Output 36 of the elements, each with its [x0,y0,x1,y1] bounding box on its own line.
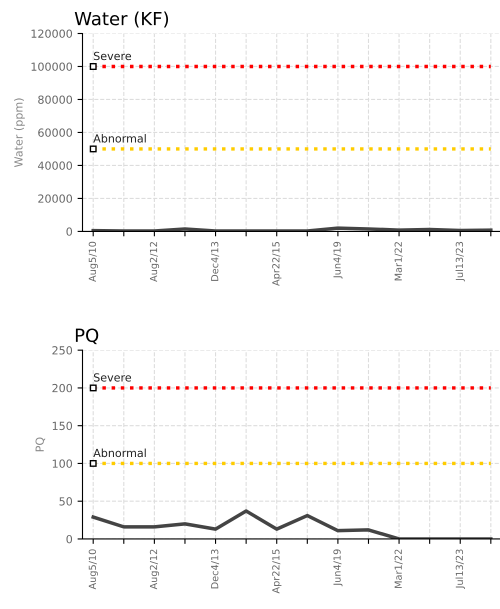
x-tick-label: Jul13/23 [456,242,465,282]
x-tick-label: Apr22/15 [272,242,282,286]
x-tick-label: Mar1/22 [394,550,403,588]
y-tick-label: 50 [59,497,72,506]
x-tick-label: Jun4/19 [333,242,343,279]
chart-title: PQ [76,328,98,344]
y-tick-label: 100 [52,459,72,468]
y-tick-label: 100000 [32,62,72,71]
y-tick-label: 120000 [32,29,72,38]
x-tick-label: Aug2/12 [150,550,160,590]
y-tick-label: 60000 [38,128,72,137]
x-tick-label: Mar1/22 [394,242,403,280]
x-tick-label: Dec4/13 [211,242,220,281]
y-tick-label: 200 [52,384,72,392]
x-tick-label: Aug5/10 [88,242,98,282]
y-tick-label: 250 [52,346,72,355]
y-tick-label: 80000 [38,95,72,104]
ref-line-label: Severe [94,52,132,60]
y-tick-label: 150 [52,422,72,430]
chart-title: Water (KF) [74,11,168,28]
y-tick-label: 20000 [38,194,72,203]
x-tick-label: Aug5/10 [88,549,98,590]
line-series [91,509,493,539]
ref-line-label: Severe [94,373,132,382]
y-axis-title: Water (ppm) [14,98,25,168]
y-tick-label: 0 [66,227,72,236]
x-tick-label: Apr22/15 [272,550,282,594]
y-tick-label: 0 [66,534,72,544]
ref-line-label: Abnormal [93,448,146,458]
y-axis-title: PQ [35,437,46,452]
y-tick-label: 40000 [38,161,72,170]
x-tick-label: Dec4/13 [211,549,220,588]
x-tick-label: Aug2/12 [150,242,160,282]
x-tick-label: Jul13/23 [456,549,465,589]
ref-line-label: Abnormal [93,134,146,143]
x-tick-label: Jun4/19 [333,549,343,586]
